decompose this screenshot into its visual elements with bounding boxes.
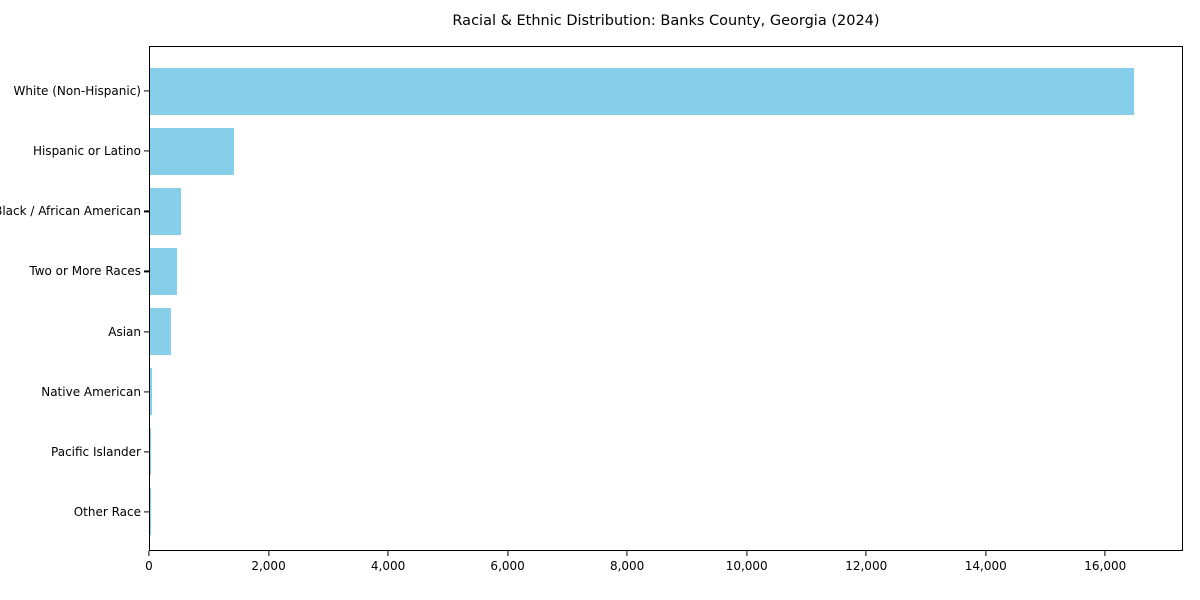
- x-tick-mark: [746, 551, 748, 556]
- chart-row: Other Race: [74, 482, 1182, 542]
- x-tick-mark: [507, 551, 509, 556]
- plot-area: White (Non-Hispanic) Hispanic or Latino Bl…: [0, 46, 1183, 551]
- y-tick-mark: [144, 210, 149, 212]
- category-label: Hispanic or Latino: [32, 144, 141, 159]
- category-label: Pacific Islander: [51, 444, 141, 459]
- chart-row: Pacific Islander: [51, 422, 1182, 482]
- x-tick-mark: [148, 551, 150, 556]
- bar: [150, 488, 151, 536]
- x-tick-mark: [985, 551, 987, 556]
- x-axis: 0 2,000 4,000 6,000 8,000 10,000 12,000 14,000 1…: [145, 551, 1183, 591]
- category-label: Other Race: [73, 504, 141, 519]
- bar: [150, 368, 153, 416]
- chart-row: Two or More Races: [29, 241, 1182, 301]
- bar: [150, 127, 234, 175]
- category-label: Native American: [41, 384, 141, 399]
- x-tick-label: 16,000: [1084, 559, 1127, 573]
- y-tick-mark: [144, 511, 149, 513]
- y-tick-mark: [144, 391, 149, 393]
- x-tick-label: 0: [145, 559, 153, 573]
- x-tick-label: 4,000: [370, 559, 406, 573]
- category-label: Two or More Races: [29, 264, 141, 279]
- x-tick-mark: [865, 551, 867, 556]
- chart-row: Hispanic or Latino: [33, 121, 1182, 181]
- chart-row: Asian: [108, 302, 1182, 362]
- x-tick-label: 2,000: [251, 559, 286, 573]
- x-tick-label: 12,000: [845, 559, 888, 573]
- chart-row: Black / African American: [0, 181, 1182, 241]
- bar: [150, 67, 1135, 115]
- chart-row: Native American: [41, 362, 1182, 422]
- x-tick-label: 14,000: [964, 559, 1007, 573]
- x-tick-mark: [387, 551, 389, 556]
- category-label: White (Non-Hispanic): [13, 84, 141, 99]
- y-tick-mark: [144, 270, 149, 273]
- x-tick-label: 6,000: [490, 559, 525, 573]
- chart-title: Racial & Ethnic Distribution: Banks Coun…: [452, 13, 880, 29]
- bar: [150, 428, 151, 476]
- x-tick-label: 8,000: [609, 559, 645, 573]
- chart-row: White (Non-Hispanic): [14, 61, 1182, 121]
- x-tick-label: 10,000: [725, 559, 768, 573]
- bar: [150, 247, 178, 295]
- bar: [150, 308, 172, 356]
- category-label: Asian: [108, 324, 141, 339]
- x-tick-mark: [1104, 551, 1106, 556]
- x-tick-mark: [626, 551, 628, 556]
- y-tick-mark: [144, 150, 149, 152]
- x-tick-mark: [267, 551, 270, 556]
- bar: [150, 187, 182, 235]
- category-label: Black / African American: [0, 204, 141, 219]
- y-tick-mark: [144, 451, 149, 453]
- y-tick-mark: [144, 90, 149, 92]
- y-tick-mark: [144, 330, 149, 333]
